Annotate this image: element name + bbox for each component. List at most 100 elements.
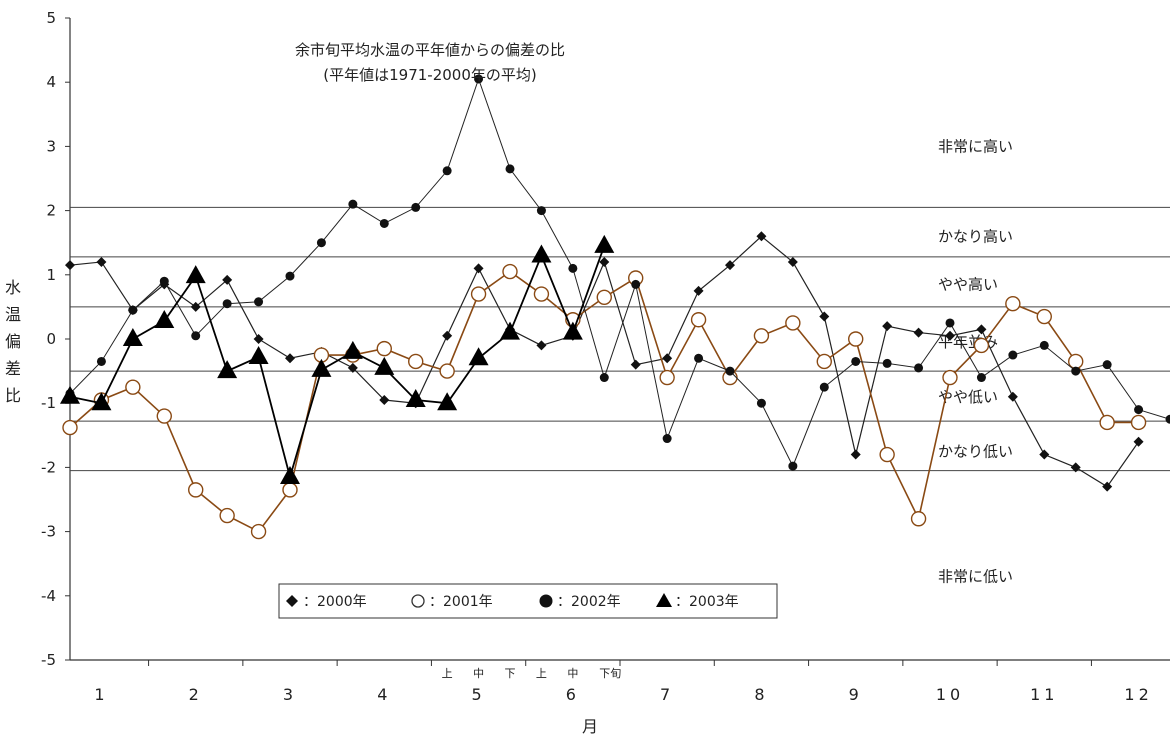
data-point <box>409 354 423 368</box>
data-point <box>1134 405 1143 414</box>
data-point <box>1006 297 1020 311</box>
band-label: 非常に低い <box>938 568 1013 586</box>
y-axis-label-char: 差 <box>5 359 21 378</box>
threshold-lines <box>70 207 1170 470</box>
data-point <box>914 363 923 372</box>
data-point <box>348 200 357 209</box>
y-axis-label-char: 温 <box>5 305 21 324</box>
y-axis-label-char: 水 <box>5 278 21 297</box>
data-point <box>851 357 860 366</box>
data-point <box>817 354 831 368</box>
data-point <box>882 321 892 331</box>
data-point <box>692 313 706 327</box>
chart-subtitle: (平年値は1971-2000年の平均) <box>323 66 536 84</box>
data-point <box>154 310 174 328</box>
data-point <box>974 338 988 352</box>
data-point <box>374 357 394 375</box>
data-point <box>223 299 232 308</box>
data-point <box>411 203 420 212</box>
data-point <box>597 290 611 304</box>
y-tick-label: 0 <box>46 330 56 348</box>
data-point <box>249 346 269 364</box>
y-axis-label-char: 偏 <box>5 332 21 351</box>
data-point <box>60 386 80 404</box>
data-point <box>883 359 892 368</box>
data-point <box>63 421 77 435</box>
legend-label: ：2003年 <box>675 594 739 610</box>
data-point <box>191 331 200 340</box>
data-point <box>726 367 735 376</box>
x-axis-label: 月 <box>582 717 598 736</box>
x-sub-label: 中 <box>473 667 484 680</box>
x-sub-label: 上 <box>536 667 547 680</box>
data-point <box>97 357 106 366</box>
data-point <box>599 257 609 267</box>
data-point <box>663 434 672 443</box>
data-point <box>254 297 263 306</box>
x-tick-label: 4 <box>377 685 391 704</box>
data-point <box>531 245 551 263</box>
data-point <box>65 260 75 270</box>
data-point <box>1008 351 1017 360</box>
y-tick-label: 5 <box>46 9 56 27</box>
data-point <box>851 450 861 460</box>
x-sub-label: 中 <box>567 667 578 680</box>
data-point <box>157 409 171 423</box>
data-point <box>443 166 452 175</box>
data-point <box>186 265 206 283</box>
data-point <box>437 392 457 410</box>
data-point <box>283 483 297 497</box>
band-label: やや高い <box>938 275 998 293</box>
data-point <box>286 272 295 281</box>
data-point <box>534 287 548 301</box>
x-tick-label: 2 <box>189 685 203 704</box>
x-tick-label: 12 <box>1124 685 1152 704</box>
legend-marker <box>412 595 424 607</box>
data-point <box>280 466 300 484</box>
data-point <box>220 509 234 523</box>
x-tick-label: 7 <box>660 685 674 704</box>
data-point <box>254 334 264 344</box>
data-point <box>217 360 237 378</box>
data-point <box>506 164 515 173</box>
legend-label: ：2001年 <box>429 594 493 610</box>
data-point <box>786 316 800 330</box>
data-point <box>631 360 641 370</box>
chart-title: 余市旬平均水温の平年値からの偏差の比 <box>295 41 565 59</box>
data-point <box>880 448 894 462</box>
data-point <box>819 312 829 322</box>
data-point <box>631 280 640 289</box>
data-point <box>160 277 169 286</box>
data-point <box>1069 354 1083 368</box>
data-point <box>503 265 517 279</box>
data-point <box>757 399 766 408</box>
y-axis-label-char: 比 <box>5 386 21 405</box>
x-tick-label: 8 <box>754 685 768 704</box>
x-sub-label: 下旬 <box>599 667 621 680</box>
data-point <box>660 371 674 385</box>
data-point <box>946 318 955 327</box>
text-layer: 余市旬平均水温の平年値からの偏差の比 (平年値は1971-2000年の平均) 月 <box>295 41 598 736</box>
data-point <box>123 328 143 346</box>
data-point <box>128 306 137 315</box>
x-tick-label: 3 <box>283 685 297 704</box>
data-point <box>563 322 583 340</box>
band-label: かなり低い <box>938 442 1013 460</box>
x-sub-label: 下 <box>505 667 516 680</box>
data-point <box>1008 392 1018 402</box>
data-point <box>537 206 546 215</box>
data-point <box>189 483 203 497</box>
data-point <box>694 354 703 363</box>
data-point <box>311 359 331 377</box>
y-tick-label: -4 <box>41 587 56 605</box>
data-point <box>472 287 486 301</box>
data-point <box>380 219 389 228</box>
data-point <box>126 380 140 394</box>
data-point <box>914 328 924 338</box>
data-point <box>600 373 609 382</box>
data-point <box>820 383 829 392</box>
data-point <box>442 331 452 341</box>
data-point <box>252 525 266 539</box>
y-tick-label: -5 <box>41 651 56 669</box>
data-point <box>474 263 484 273</box>
